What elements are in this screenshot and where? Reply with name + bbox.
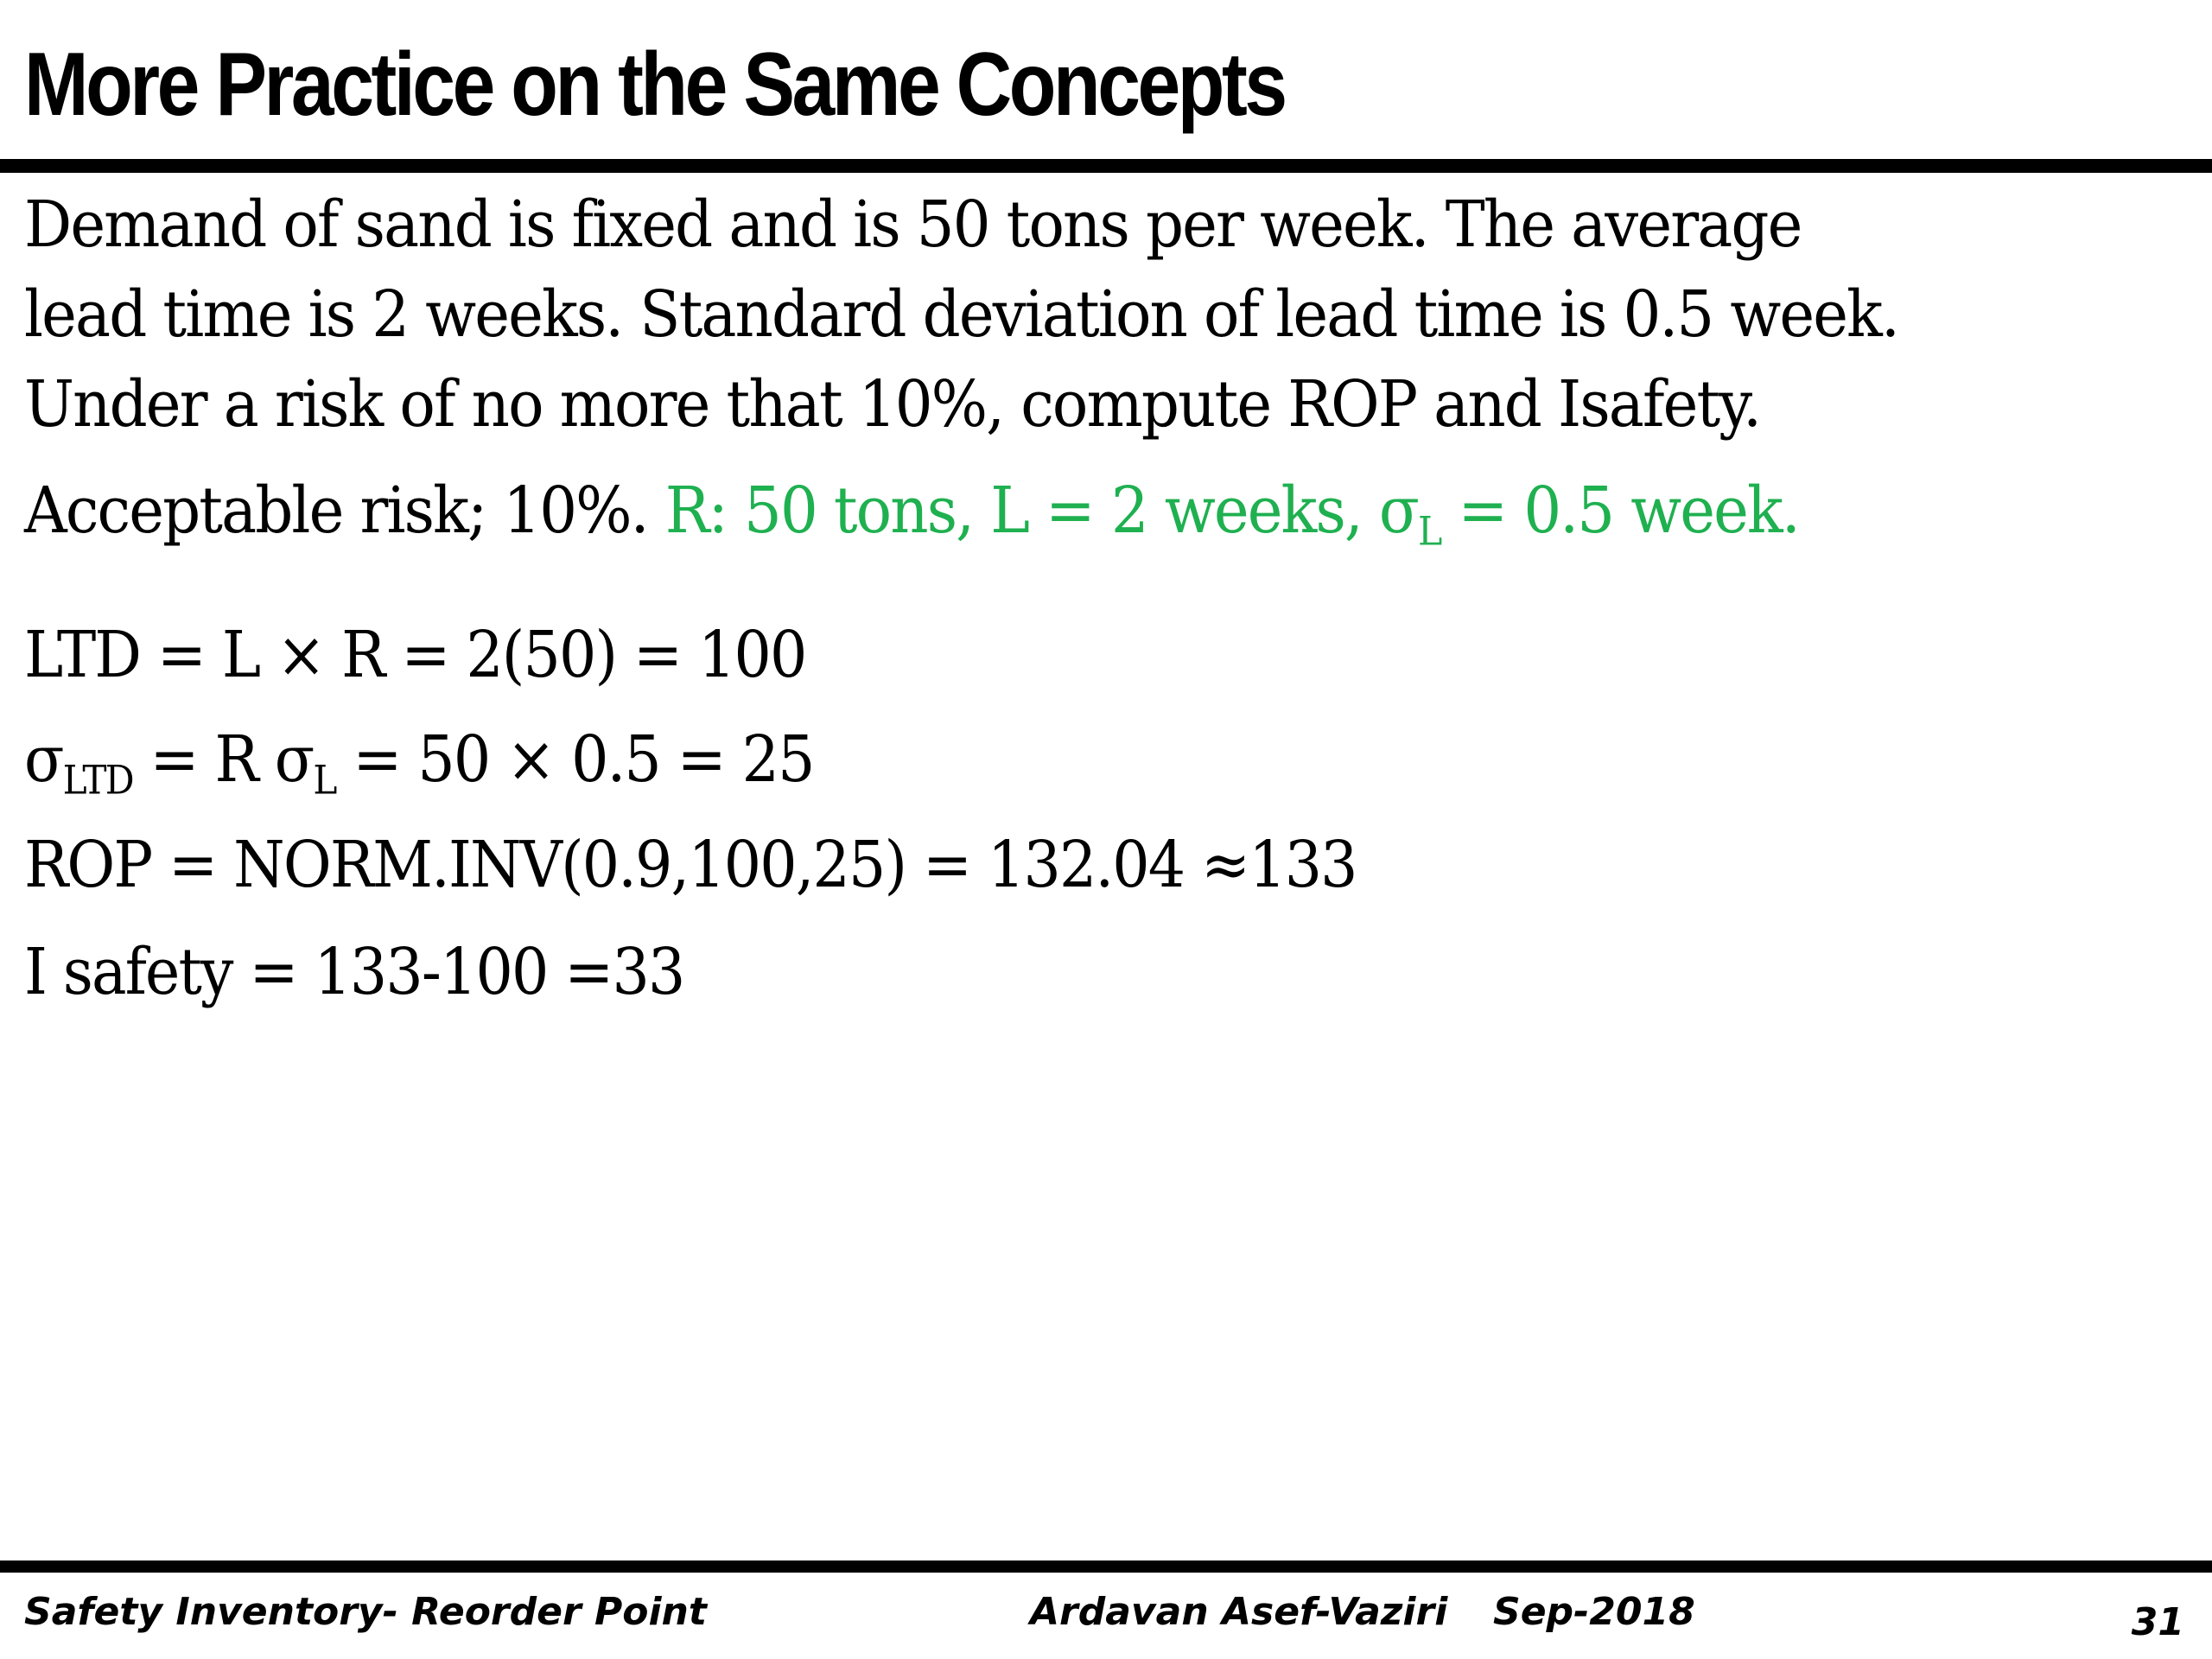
footer-topic: Safety Inventory- Reorder Point [24, 1590, 707, 1634]
title-divider [0, 159, 2212, 173]
rop-equation: ROP = NORM.INV(0.9,100,25) = 132.04 ≈133 [24, 828, 1357, 902]
footer-divider [0, 1560, 2212, 1573]
sigma-l-symbol: σ [1378, 474, 1420, 548]
footer-date: Sep-2018 [1493, 1590, 1695, 1634]
slide-number: 31 [2131, 1600, 2184, 1644]
sigma-l-subscript: L [313, 756, 337, 804]
sigma-ltd-subscript: LTD [62, 756, 135, 804]
sigma-l-subscript: L [1418, 507, 1442, 555]
sigma-ltd-result: = 50 × 0.5 = 25 [335, 722, 815, 797]
problem-statement: Demand of sand is fixed and is 50 tons p… [24, 180, 1900, 449]
given-r-l: R: 50 tons, L = 2 weeks, [664, 474, 1379, 548]
slide-title: More Practice on the Same Concepts [24, 35, 1287, 135]
problem-line: Demand of sand is fixed and is 50 tons p… [24, 188, 1802, 262]
ltd-equation: LTD = L × R = 2(50) = 100 [24, 618, 807, 692]
sigma-l-value: = 0.5 week. [1440, 474, 1801, 548]
sigma-ltd-symbol: σ [24, 722, 64, 797]
problem-line: Under a risk of no more that 10%, comput… [24, 367, 1762, 442]
sigma-ltd-mid: = R σ [132, 722, 315, 797]
footer-author: Ardavan Asef-Vaziri [1030, 1590, 1448, 1634]
sigma-ltd-equation: σLTD = R σL = 50 × 0.5 = 25 [24, 712, 815, 807]
given-values: Acceptable risk; 10%. R: 50 tons, L = 2 … [24, 463, 1801, 558]
isafety-equation: I safety = 133-100 =33 [24, 935, 685, 1009]
problem-line: lead time is 2 weeks. Standard deviation… [24, 277, 1900, 352]
acceptable-risk: Acceptable risk; 10%. [24, 474, 665, 548]
